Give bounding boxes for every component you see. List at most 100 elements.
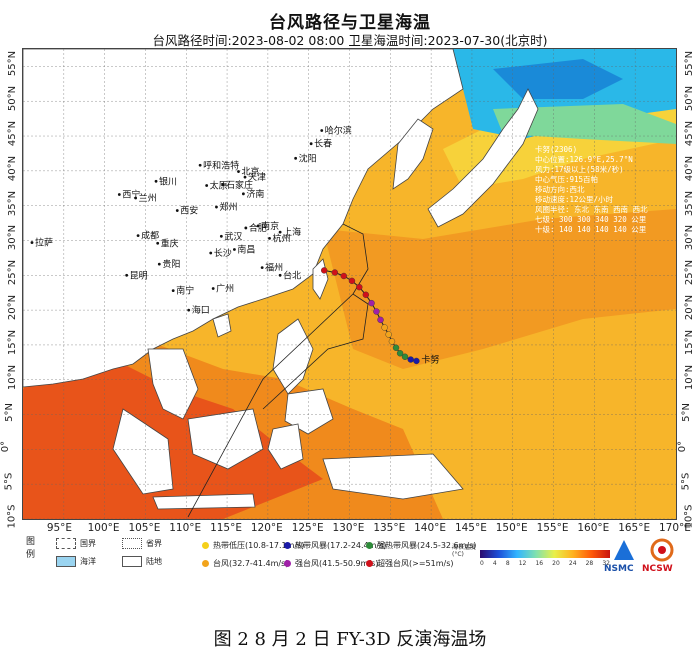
city-dot [309,142,313,146]
latitude-label: 20°N [7,295,19,321]
ncsw-logo: NCSW [642,564,673,574]
latitude-label: 55°N [684,51,696,77]
latitude-label: 0° [0,441,12,453]
legend-label: 热带风暴(17.2-24.4m/s) [295,541,387,550]
legend-title: 图例 [26,537,36,560]
city-label: 南昌 [237,244,255,256]
city-label: 重庆 [161,237,179,249]
info-line: 十级: 140 140 140 140 公里 [535,225,647,234]
city-dot [117,193,121,196]
sst-hot-band [323,209,676,369]
city-label: 长春 [314,138,332,150]
city-dot [205,184,209,187]
city-label: 海口 [192,304,210,316]
national-border-swatch [56,538,76,549]
city-dot [256,224,260,228]
city-label: 贵阳 [162,258,180,270]
city-label: 济南 [246,188,264,200]
city-label: 太原 [210,179,228,191]
colorbar-tick: 12 [518,560,527,567]
latitude-label: 15°N [7,329,19,356]
latitude-label: 0° [677,441,689,453]
city-dot [187,308,191,312]
legend-label: 海洋 [80,557,96,566]
longitude-label: 125°E [291,522,324,534]
latitude-label: 40°N [684,155,696,181]
latitude-label: 5°S [3,472,15,491]
longitude-label: 130°E [332,522,365,534]
philippines-south [284,388,334,435]
city-label: 北京 [241,166,259,178]
longitude-label: 115°E [210,522,242,534]
land-swatch [122,556,142,567]
city-dot [260,266,264,270]
sts-dot [366,542,373,549]
city-dot [233,248,236,251]
latitude-label: 50°N [7,86,19,112]
ts-dot [284,542,291,549]
legend-label: 超强台风(>=51m/s) [377,559,454,568]
city-label: 哈尔滨 [325,124,352,136]
info-line: 风力:17级以上(58米/秒) [535,165,624,174]
map-title: 台风路径与卫星海温 [269,13,431,33]
city-dot [241,192,245,196]
city-dot [219,234,223,238]
sulawesi [267,423,304,470]
malay-sumatra [112,408,174,495]
latitude-label: 40°N [7,155,19,181]
city-label: 长沙 [214,247,232,259]
city-label: 银川 [159,175,177,187]
city-label: 兰州 [139,192,157,204]
track-point [320,267,328,274]
longitude-label: 155°E [536,522,569,534]
city-label: 昆明 [130,270,148,281]
city-dot [243,175,247,179]
city-label: 郑州 [219,201,237,213]
city-label: 合肥 [249,222,267,234]
legend-label: 陆地 [146,557,162,566]
longitude-label: 95°E [46,522,73,534]
ty-dot [202,560,209,567]
latitude-label: 30°N [684,225,696,251]
city-dot [278,273,282,277]
city-dot [320,129,324,132]
colorbar-tick: 16 [535,560,544,567]
track-point [356,283,363,291]
track-point [348,277,356,285]
latitude-label: 25°N [7,260,19,286]
ncsw-emblem-icon [650,538,674,562]
legend-label: 国界 [80,539,96,548]
latitude-label: 10°S [6,504,18,529]
colorbar-tick: 20 [552,560,560,567]
info-line: 中心位置:126.9°E,25.7°N [535,155,633,164]
sty-dot [284,560,291,567]
hainan-island [212,313,232,338]
latitude-label: 5°N [680,402,692,422]
warning-zone-line [187,293,369,518]
longitude-label: 135°E [373,522,406,534]
city-dot [211,287,215,290]
info-line: 中心气压:915百帕 [535,175,599,184]
colorbar-tick: 28 [585,560,594,567]
colorbar-tick: 8 [505,560,510,567]
city-label: 西安 [180,205,198,217]
legend-super-ty: 超强台风(>=51m/s) [366,558,453,569]
legend-label: 省界 [146,539,162,548]
track-point [373,308,380,315]
typhoon-name-label: 卡努 [421,353,439,365]
info-line: 卡努(2306) [535,145,578,154]
province-border-swatch [122,538,142,549]
typhoon-track: 卡努 [320,267,439,365]
colorbar-tick: 0 [480,560,484,567]
city-dot [221,183,225,187]
longitude-label: 105°E [128,522,161,534]
city-label: 台北 [283,269,301,281]
sst-very-hot-field [23,359,323,519]
city-dot [171,289,175,293]
city-label: 石家庄 [226,179,253,191]
city-label: 南京 [261,220,279,232]
sst-transition-band [493,104,676,144]
city-dot [154,179,158,183]
longitude-label: 100°E [87,522,120,534]
